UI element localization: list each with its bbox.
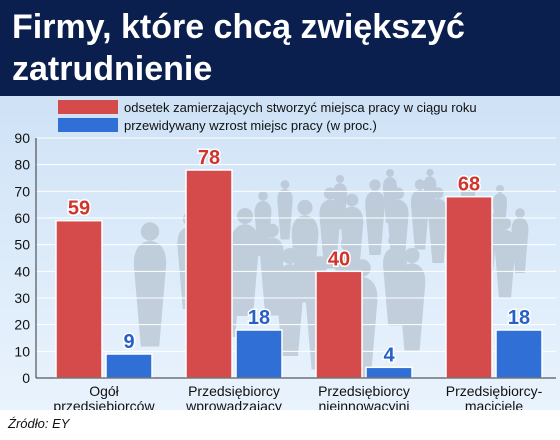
- silhouette-head: [280, 180, 290, 189]
- silhouette-head: [345, 193, 359, 207]
- x-category-label-line: maciciele: [465, 398, 524, 410]
- legend-label: odsetek zamierzających stworzyć miejsca …: [124, 100, 477, 115]
- silhouette-head: [414, 179, 426, 190]
- silhouette-body: [410, 189, 430, 250]
- source-note: Źródło: EY: [8, 416, 70, 431]
- silhouette-head: [140, 222, 160, 241]
- data-label: 78: [198, 147, 220, 169]
- y-tick-label: 60: [14, 210, 30, 226]
- silhouette-body: [275, 264, 305, 356]
- x-category-label-line: Przedsiębiorcy-: [446, 383, 543, 399]
- y-tick-label: 50: [14, 237, 30, 253]
- silhouette-body: [511, 217, 529, 273]
- chart-area: 0 10 20 30 40 50 60 70 80 90 59 9 Ogół przedsiębiorcó…: [0, 96, 560, 410]
- data-label: 4: [383, 344, 395, 366]
- silhouette-head: [324, 187, 336, 200]
- y-tick-label: 10: [14, 343, 30, 359]
- y-tick-label: 90: [14, 130, 30, 146]
- data-label: 18: [508, 307, 530, 329]
- x-category-label-line: Przedsiębiorcy: [188, 383, 280, 399]
- silhouette-body: [382, 177, 398, 223]
- silhouette-head: [464, 177, 472, 185]
- data-label: 40: [328, 248, 350, 270]
- legend-swatch: [58, 100, 118, 114]
- silhouette-head: [426, 168, 434, 177]
- x-category-label: Przedsiębiorcy-maciciele: [446, 383, 543, 410]
- silhouette-head: [369, 179, 381, 191]
- x-category-label-line: nieinnowacyjni: [318, 398, 409, 410]
- silhouette-body: [277, 188, 293, 240]
- bar-jobs-growth: [495, 329, 543, 379]
- silhouette-body: [365, 190, 385, 255]
- data-label: 18: [248, 307, 270, 329]
- silhouette-head: [336, 175, 344, 183]
- silhouette-body: [423, 176, 437, 218]
- x-category-label: Przedsiębiorcy nieinnowacyjni: [318, 383, 410, 410]
- y-tick-label: 80: [14, 157, 30, 173]
- silhouette-head: [258, 191, 268, 201]
- bar-hiring-share: [445, 195, 493, 379]
- bar-jobs-growth: [365, 366, 413, 379]
- x-category-label: Ogół przedsiębiorców: [53, 383, 155, 410]
- silhouette-head: [282, 248, 298, 264]
- data-label: 9: [123, 331, 134, 353]
- bar-jobs-growth: [235, 329, 283, 379]
- silhouette-body: [494, 229, 516, 299]
- legend-label: przewidywany wzrost miejsc pracy (w proc…: [124, 118, 377, 133]
- silhouette-head: [297, 199, 313, 216]
- legend: odsetek zamierzających stworzyć miejsca …: [58, 100, 477, 133]
- bar-chart: 0 10 20 30 40 50 60 70 80 90 59 9 Ogół przedsiębiorcó…: [14, 100, 556, 410]
- silhouette-body: [492, 193, 508, 239]
- y-tick-label: 70: [14, 183, 30, 199]
- y-tick-label: 20: [14, 317, 30, 333]
- silhouette-head: [340, 236, 356, 252]
- y-tick-label: 40: [14, 263, 30, 279]
- x-category-label: Przedsiębiorcywprowadzającyinnowacje: [185, 383, 282, 410]
- silhouette-head: [237, 208, 253, 224]
- silhouette-body: [254, 200, 272, 256]
- x-category-label-line: przedsiębiorców: [53, 398, 155, 410]
- y-tick-label: 0: [22, 370, 30, 386]
- silhouette-head: [311, 256, 329, 273]
- silhouette-head: [388, 233, 402, 248]
- silhouette-head: [404, 247, 420, 264]
- bar-hiring-share: [185, 169, 233, 379]
- data-label: 59: [68, 198, 90, 220]
- legend-swatch: [58, 118, 118, 132]
- x-category-label-line: Ogół: [89, 383, 119, 399]
- silhouette-body: [133, 240, 167, 347]
- silhouette-body: [398, 263, 426, 351]
- title-bar: Firmy, które chcą zwiększyć zatrudnienie: [0, 0, 560, 96]
- data-label: 68: [458, 174, 480, 196]
- bar-hiring-share: [315, 270, 363, 379]
- x-category-label-line: Przedsiębiorcy: [318, 383, 410, 399]
- y-tick-label: 30: [14, 290, 30, 306]
- silhouette-head: [386, 169, 394, 177]
- bar-hiring-share: [55, 219, 103, 379]
- x-category-label-line: wprowadzający: [185, 398, 282, 410]
- chart-title: Firmy, które chcą zwiększyć zatrudnienie: [12, 8, 465, 88]
- bar-jobs-growth: [105, 353, 153, 379]
- silhouette-head: [515, 208, 525, 218]
